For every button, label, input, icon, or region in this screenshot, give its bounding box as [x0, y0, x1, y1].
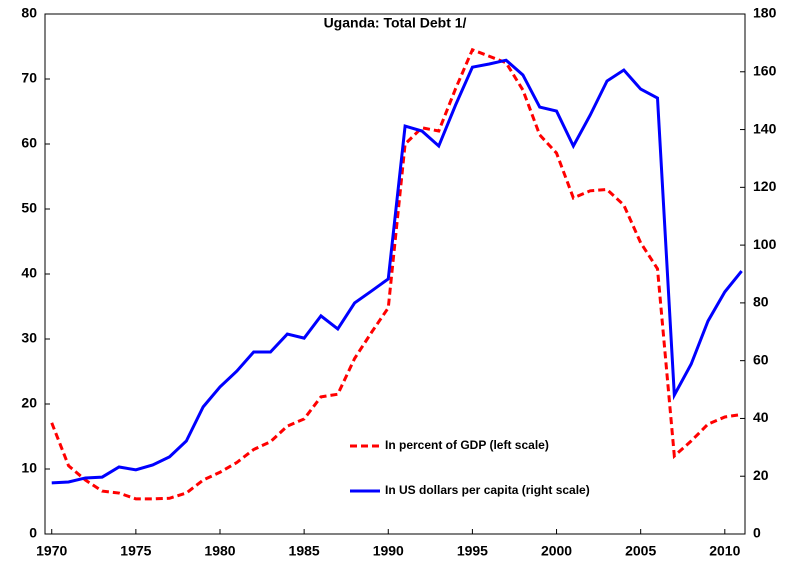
y-tick-label: 60 [21, 135, 37, 151]
y2-tick-label: 180 [753, 5, 777, 21]
x-tick-label: 1980 [204, 543, 235, 559]
x-tick-label: 2000 [541, 543, 572, 559]
x-tick-label: 2010 [709, 543, 740, 559]
y-tick-label: 30 [21, 330, 37, 346]
legend-label: In US dollars per capita (right scale) [385, 483, 590, 497]
x-tick-label: 1975 [120, 543, 151, 559]
series-line [50, 47, 742, 501]
y2-tick-label: 100 [753, 236, 777, 252]
legend-label: In percent of GDP (left scale) [385, 438, 549, 452]
y-tick-label: 10 [21, 460, 37, 476]
y-tick-label: 80 [21, 5, 37, 21]
x-tick-label: 1995 [457, 543, 488, 559]
y2-tick-label: 120 [753, 178, 777, 194]
y-tick-label: 70 [21, 70, 37, 86]
y-tick-label: 40 [21, 265, 37, 281]
y2-tick-label: 20 [753, 467, 769, 483]
y2-tick-label: 80 [753, 294, 769, 310]
x-tick-label: 1970 [36, 543, 67, 559]
y2-tick-label: 140 [753, 120, 777, 136]
x-tick-label: 2005 [625, 543, 656, 559]
plot-frame [44, 13, 746, 535]
series-line [51, 58, 743, 485]
y2-tick-label: 160 [753, 62, 777, 78]
y-tick-label: 50 [21, 200, 37, 216]
x-tick-label: 1985 [289, 543, 320, 559]
y-tick-label: 20 [21, 395, 37, 411]
y2-tick-label: 60 [753, 351, 769, 367]
y-tick-label: 0 [29, 525, 37, 541]
chart-title: Uganda: Total Debt 1/ [324, 15, 467, 31]
x-tick-label: 1990 [373, 543, 404, 559]
y2-tick-label: 0 [753, 525, 761, 541]
y2-tick-label: 40 [753, 409, 769, 425]
